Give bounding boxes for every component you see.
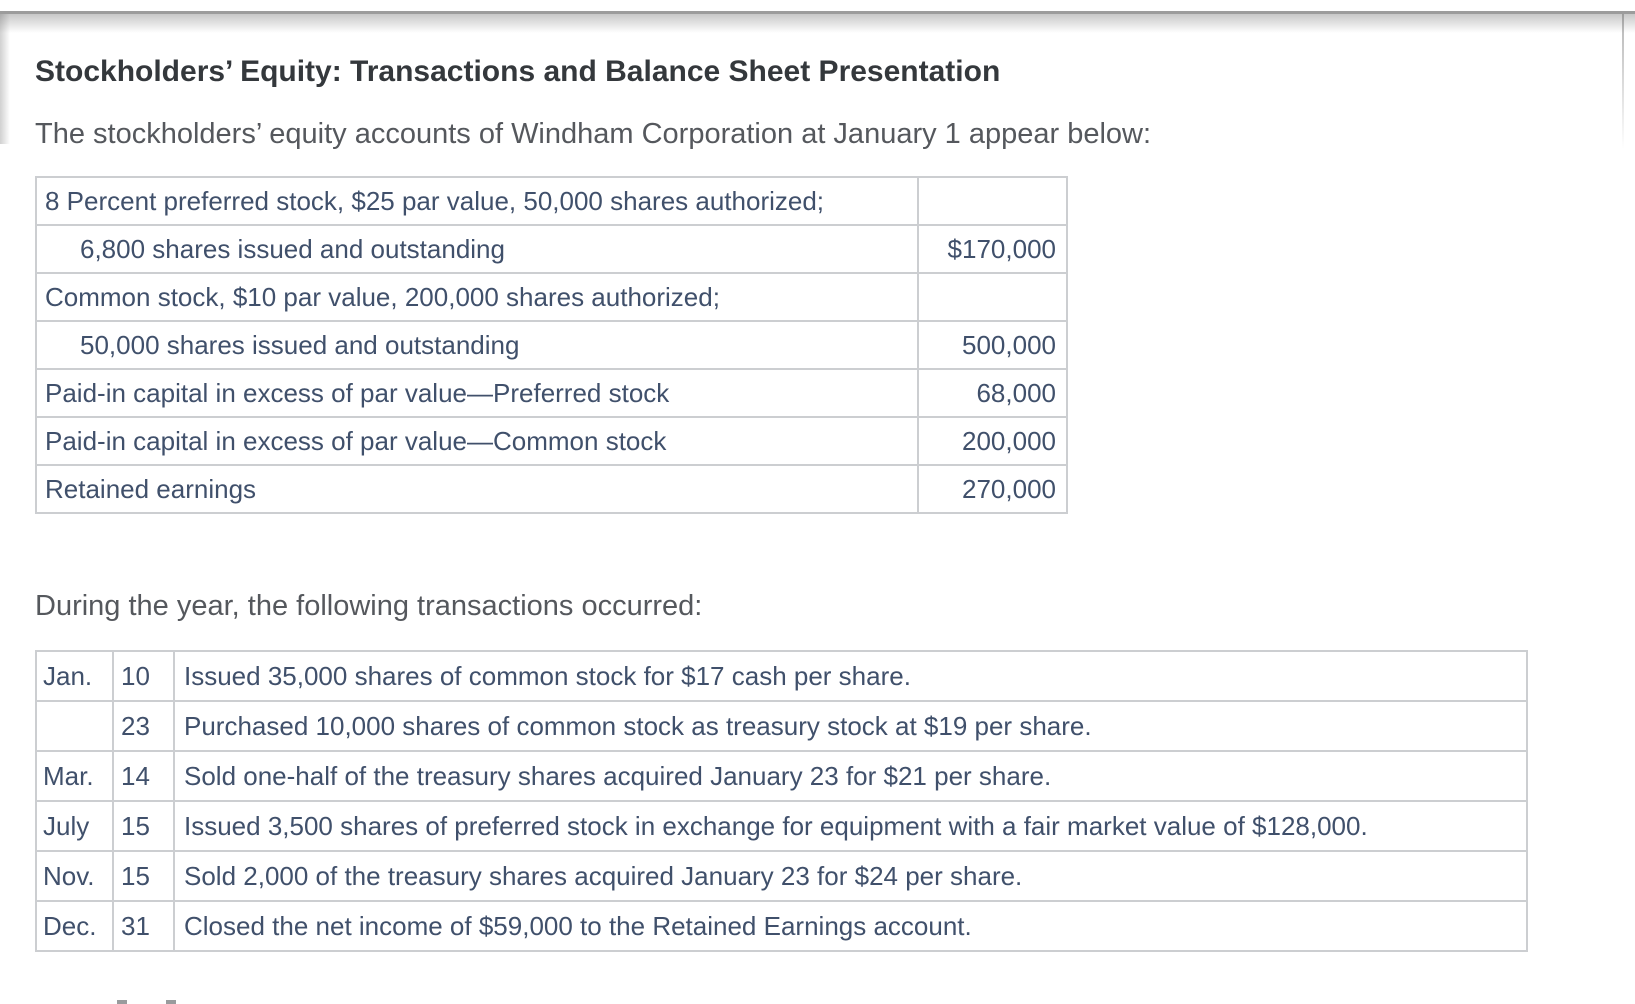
account-amount-cell: 270,000 bbox=[917, 464, 1068, 514]
account-amount-cell: 500,000 bbox=[917, 320, 1068, 370]
equity-accounts-table: 8 Percent preferred stock, $25 par value… bbox=[35, 176, 1068, 514]
transaction-description-cell: Closed the net income of $59,000 to the … bbox=[173, 900, 1528, 952]
transaction-day-cell: 31 bbox=[112, 900, 175, 952]
transaction-description-cell: Sold one-half of the treasury shares acq… bbox=[173, 750, 1528, 802]
table-row: Paid-in capital in excess of par value—P… bbox=[35, 368, 1068, 418]
left-edge-shadow bbox=[0, 14, 10, 144]
table-row: Nov. 15 Sold 2,000 of the treasury share… bbox=[35, 850, 1528, 902]
table-row: 50,000 shares issued and outstanding 500… bbox=[35, 320, 1068, 370]
transaction-month-cell: July bbox=[35, 800, 114, 852]
page-title: Stockholders’ Equity: Transactions and B… bbox=[35, 55, 1001, 88]
right-edge-shadow bbox=[1622, 14, 1624, 149]
transaction-description-cell: Sold 2,000 of the treasury shares acquir… bbox=[173, 850, 1528, 902]
account-label-cell: Retained earnings bbox=[35, 464, 919, 514]
table-row: Jan. 10 Issued 35,000 shares of common s… bbox=[35, 650, 1528, 702]
problem-content: Stockholders’ Equity: Transactions and B… bbox=[35, 33, 1595, 952]
transaction-day-cell: 10 bbox=[112, 650, 175, 702]
table-row: 23 Purchased 10,000 shares of common sto… bbox=[35, 700, 1528, 752]
account-amount-cell bbox=[917, 176, 1068, 226]
table-row: 8 Percent preferred stock, $25 par value… bbox=[35, 176, 1068, 226]
account-amount-cell: $170,000 bbox=[917, 224, 1068, 274]
account-amount-cell: 68,000 bbox=[917, 368, 1068, 418]
transaction-month-cell: Jan. bbox=[35, 650, 114, 702]
transaction-day-cell: 23 bbox=[112, 700, 175, 752]
account-label-cell: Paid-in capital in excess of par value—C… bbox=[35, 416, 919, 466]
table-row: 6,800 shares issued and outstanding $170… bbox=[35, 224, 1068, 274]
table-row: Paid-in capital in excess of par value—C… bbox=[35, 416, 1068, 466]
transaction-description-cell: Issued 3,500 shares of preferred stock i… bbox=[173, 800, 1528, 852]
transactions-intro-text: During the year, the following transacti… bbox=[35, 590, 703, 622]
transaction-month-cell: Mar. bbox=[35, 750, 114, 802]
account-label-cell: Common stock, $10 par value, 200,000 sha… bbox=[35, 272, 919, 322]
table-row: Dec. 31 Closed the net income of $59,000… bbox=[35, 900, 1528, 952]
transaction-month-cell: Nov. bbox=[35, 850, 114, 902]
account-label-cell: 8 Percent preferred stock, $25 par value… bbox=[35, 176, 919, 226]
top-divider bbox=[0, 0, 1635, 14]
transaction-description-cell: Purchased 10,000 shares of common stock … bbox=[173, 700, 1528, 752]
transactions-table: Jan. 10 Issued 35,000 shares of common s… bbox=[35, 650, 1528, 952]
table-row: Common stock, $10 par value, 200,000 sha… bbox=[35, 272, 1068, 322]
intro-text: The stockholders’ equity accounts of Win… bbox=[35, 118, 1152, 150]
clipped-text-fragment bbox=[166, 1000, 176, 1004]
account-amount-cell bbox=[917, 272, 1068, 322]
table-row: July 15 Issued 3,500 shares of preferred… bbox=[35, 800, 1528, 852]
table-row: Retained earnings 270,000 bbox=[35, 464, 1068, 514]
transaction-month-cell bbox=[35, 700, 114, 752]
transaction-day-cell: 15 bbox=[112, 850, 175, 902]
clipped-text-fragment bbox=[117, 1000, 127, 1004]
transaction-day-cell: 14 bbox=[112, 750, 175, 802]
transaction-month-cell: Dec. bbox=[35, 900, 114, 952]
transaction-day-cell: 15 bbox=[112, 800, 175, 852]
account-label-cell: 50,000 shares issued and outstanding bbox=[35, 320, 919, 370]
account-label-cell: Paid-in capital in excess of par value—P… bbox=[35, 368, 919, 418]
top-shadow bbox=[0, 14, 1635, 33]
account-amount-cell: 200,000 bbox=[917, 416, 1068, 466]
table-row: Mar. 14 Sold one-half of the treasury sh… bbox=[35, 750, 1528, 802]
transaction-description-cell: Issued 35,000 shares of common stock for… bbox=[173, 650, 1528, 702]
account-label-cell: 6,800 shares issued and outstanding bbox=[35, 224, 919, 274]
